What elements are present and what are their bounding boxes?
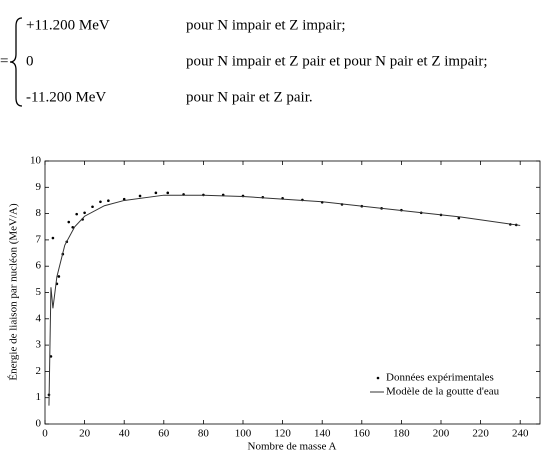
data-point	[138, 194, 142, 198]
data-point	[154, 191, 158, 195]
data-point	[107, 199, 110, 203]
y-tick-label: 4	[36, 312, 42, 324]
data-point	[457, 216, 461, 220]
x-axis-label: Nombre de masse A	[248, 441, 337, 453]
y-tick-label: 7	[36, 233, 42, 245]
data-point	[122, 197, 126, 201]
data-point	[51, 236, 55, 240]
x-tick-label: 80	[198, 428, 210, 440]
equation-value: +11.200 MeV	[26, 17, 110, 33]
x-tick-label: 240	[512, 428, 529, 440]
x-tick-label: 20	[79, 428, 91, 440]
legend-label: Modèle de la goutte d'eau	[386, 386, 500, 398]
y-tick-label: 1	[36, 391, 42, 403]
y-tick-label: 10	[30, 155, 42, 167]
equation-condition: pour N impair et Z pair et pour N pair e…	[186, 53, 488, 69]
x-tick-label: 180	[393, 428, 410, 440]
equation-lhs: =	[0, 53, 8, 69]
y-tick-label: 3	[36, 339, 42, 351]
x-tick-label: 200	[433, 428, 450, 440]
y-axis-label: Énergie de liaison par nucléon (MeV/A)	[8, 203, 20, 381]
data-point	[83, 211, 86, 215]
legend-label: Données expérimentales	[386, 372, 494, 384]
equation-condition: pour N pair et Z pair.	[186, 89, 313, 105]
y-tick-label: 5	[36, 286, 42, 298]
equation-value: 0	[26, 53, 34, 69]
x-tick-label: 0	[42, 428, 48, 440]
data-point	[67, 220, 71, 224]
data-point	[166, 191, 170, 195]
x-tick-label: 140	[314, 428, 331, 440]
x-tick-label: 40	[119, 428, 131, 440]
data-point	[71, 225, 75, 229]
y-tick-label: 0	[36, 418, 42, 430]
data-point	[57, 275, 61, 278]
brace	[9, 17, 23, 107]
x-tick-label: 160	[354, 428, 371, 440]
data-point	[75, 212, 78, 216]
x-tick-label: 120	[274, 428, 291, 440]
x-tick-label: 220	[472, 428, 489, 440]
data-point	[91, 205, 94, 209]
model-line	[48, 194, 521, 406]
legend-marker	[376, 376, 380, 380]
y-tick-label: 2	[36, 365, 42, 377]
equation-value: -11.200 MeV	[26, 89, 106, 105]
y-tick-label: 8	[36, 207, 42, 219]
x-tick-label: 60	[158, 428, 170, 440]
x-tick-label: 100	[235, 428, 252, 440]
y-tick-label: 6	[36, 260, 42, 272]
y-tick-label: 9	[36, 181, 42, 193]
equation-condition: pour N impair et Z impair;	[186, 17, 346, 33]
data-point	[99, 200, 102, 204]
